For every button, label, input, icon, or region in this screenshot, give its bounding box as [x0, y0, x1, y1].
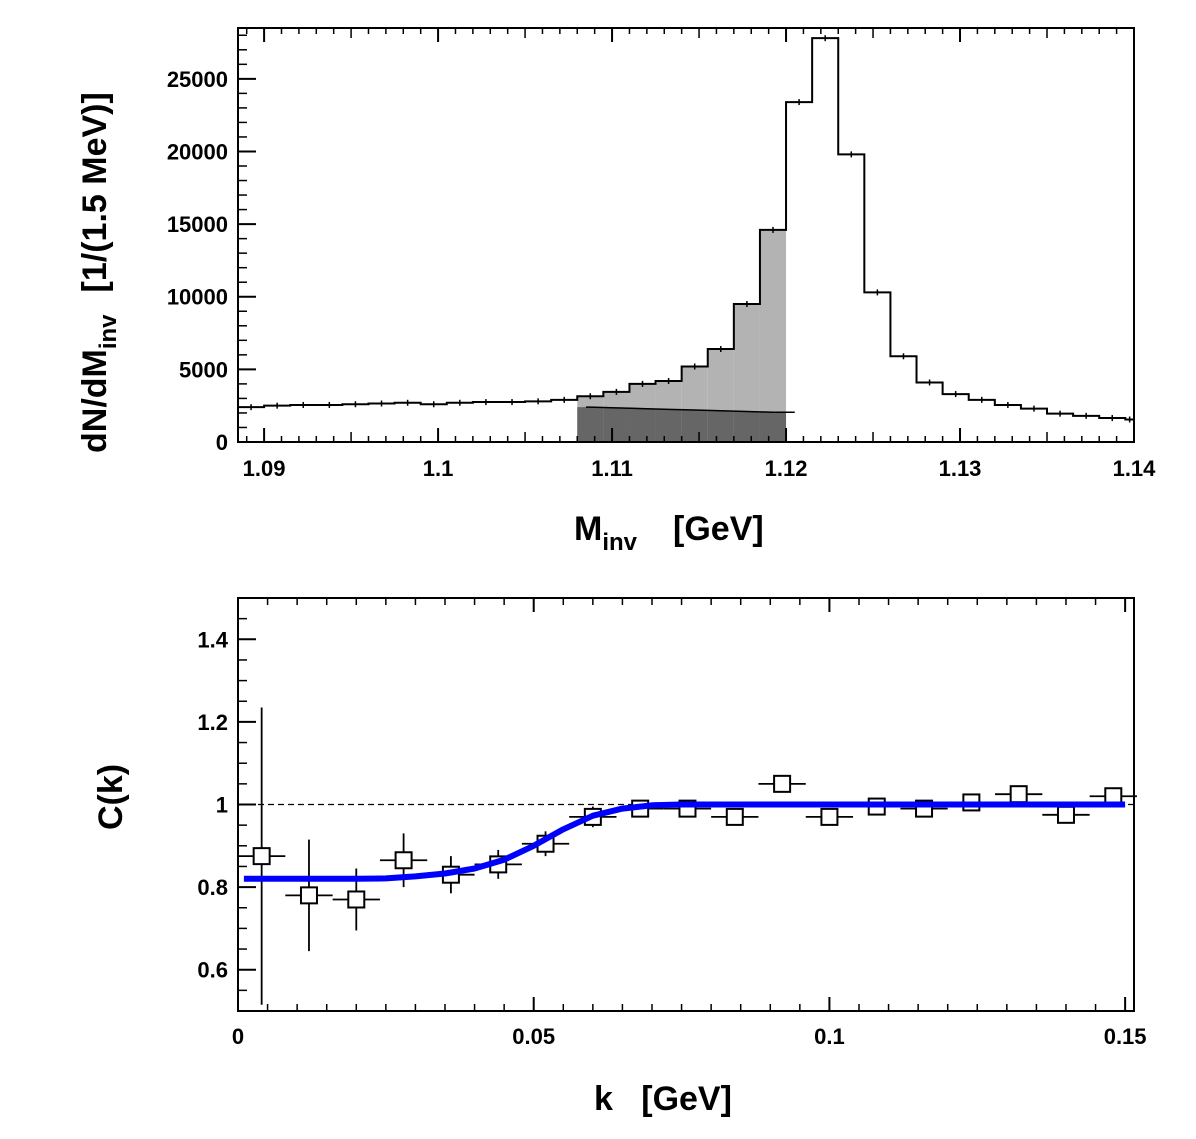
x-tick-label: 1.09	[243, 456, 286, 481]
data-points-layer	[238, 707, 1137, 1005]
background-bin-fill	[577, 407, 604, 442]
y-tick-label: 1.4	[197, 627, 228, 652]
background-bin-fill	[655, 409, 682, 442]
point-marker	[773, 774, 792, 793]
point-marker	[820, 807, 839, 826]
y-tick-label: 15000	[167, 212, 228, 237]
y-tick-label: 0	[216, 430, 228, 455]
y-axis-label-main: dN/dM	[76, 349, 114, 453]
x-tick-label: 1.1	[423, 456, 454, 481]
point-marker	[725, 807, 744, 826]
fit-curve	[243, 801, 1126, 882]
x-tick-label: 1.13	[939, 456, 982, 481]
point-marker	[252, 847, 271, 866]
background-bin-fill	[707, 410, 734, 442]
y-axis-ticks: 0.6 0.8 1 1.2 1.4	[197, 617, 256, 992]
y-axis-label-subscript: inv	[95, 314, 122, 349]
background-bin-fill	[681, 410, 708, 442]
x-tick-label: 0.1	[814, 1024, 845, 1049]
y-axis-label: dN/dMinv [1/(1.5 MeV)]	[76, 92, 122, 453]
correlation-function-plot: 0 0.05 0.1 0.15 0.6 0.8 1 1.2 1.4 k [GeV] C(k)	[92, 597, 1147, 1118]
y-axis-label-units: [1/(1.5 MeV)]	[76, 92, 114, 292]
x-tick-label: 1.11	[591, 456, 633, 481]
point-marker	[394, 851, 413, 870]
point-marker	[299, 886, 318, 905]
background-bin-fill	[629, 408, 656, 442]
y-tick-label: 25000	[167, 67, 228, 92]
data-point	[758, 774, 806, 793]
point-marker	[1056, 805, 1075, 824]
data-point	[995, 785, 1043, 804]
x-tick-label: 1.14	[1113, 456, 1157, 481]
data-point	[711, 807, 759, 826]
point-marker	[1009, 785, 1028, 804]
data-point	[332, 868, 380, 931]
y-tick-label: 0.6	[197, 958, 228, 983]
y-tick-label: 10000	[167, 285, 228, 310]
x-axis-label: k [GeV]	[594, 1080, 732, 1118]
x-axis-label-units: [GeV]	[673, 510, 764, 548]
y-tick-label: 20000	[167, 139, 228, 164]
x-axis-label-main: M	[574, 510, 602, 548]
x-tick-label: 0	[232, 1024, 244, 1049]
data-point	[238, 707, 286, 1005]
data-point	[805, 807, 854, 826]
invariant-mass-histogram: 1.09 1.1 1.11 1.12 1.13 1.14 0 5000 10000 15000 2…	[76, 27, 1156, 556]
data-point	[285, 839, 333, 952]
background-bin-fill	[603, 407, 630, 442]
y-tick-label: 0.8	[197, 875, 228, 900]
x-tick-label: 0.15	[1104, 1024, 1147, 1049]
y-axis-label: C(k)	[92, 764, 130, 830]
x-axis-label-subscript: inv	[602, 529, 637, 556]
y-tick-label: 5000	[179, 357, 228, 382]
background-bin-fill	[759, 412, 787, 442]
y-axis-ticks: 0 5000 10000 15000 20000 25000	[167, 34, 256, 455]
x-tick-label: 1.12	[765, 456, 808, 481]
x-axis-ticks: 0 0.05 0.1 0.15	[232, 598, 1147, 1049]
y-tick-label: 1	[216, 793, 228, 818]
histogram-outline-layer	[238, 35, 1135, 438]
x-axis-label: Minv [GeV]	[574, 510, 764, 556]
background-bin-fill	[733, 411, 760, 442]
point-marker	[347, 890, 366, 909]
x-axis-ticks: 1.09 1.1 1.11 1.12 1.13 1.14	[243, 28, 1156, 481]
data-point	[521, 831, 570, 857]
x-tick-label: 0.05	[512, 1024, 555, 1049]
data-point	[1042, 805, 1090, 824]
signal-bin-fill	[759, 229, 787, 442]
background-shape-line	[585, 406, 795, 413]
background-fill-layer	[577, 407, 787, 442]
y-tick-label: 1.2	[197, 710, 228, 735]
plot-frame	[237, 27, 1135, 443]
